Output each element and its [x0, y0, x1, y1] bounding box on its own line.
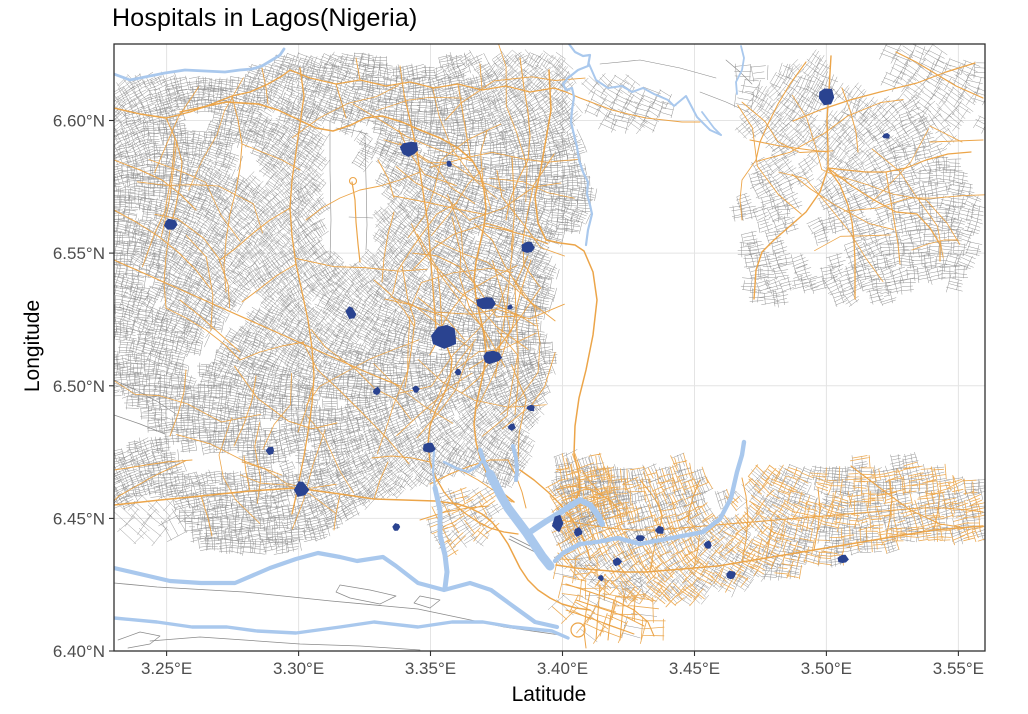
svg-text:6.50°N: 6.50°N: [53, 377, 105, 396]
svg-text:3.30°E: 3.30°E: [273, 659, 324, 678]
svg-text:3.35°E: 3.35°E: [405, 659, 456, 678]
svg-text:3.40°E: 3.40°E: [537, 659, 588, 678]
svg-text:Longitude: Longitude: [21, 300, 44, 392]
svg-text:3.55°E: 3.55°E: [933, 659, 984, 678]
svg-text:6.45°N: 6.45°N: [53, 509, 105, 528]
svg-text:6.55°N: 6.55°N: [53, 244, 105, 263]
svg-text:Latitude: Latitude: [512, 683, 587, 706]
svg-text:6.40°N: 6.40°N: [53, 642, 105, 661]
svg-text:3.45°E: 3.45°E: [669, 659, 720, 678]
svg-text:3.50°E: 3.50°E: [801, 659, 852, 678]
svg-text:Hospitals in Lagos(Nigeria): Hospitals in Lagos(Nigeria): [112, 4, 418, 32]
svg-text:6.60°N: 6.60°N: [53, 112, 105, 131]
svg-text:3.25°E: 3.25°E: [141, 659, 192, 678]
